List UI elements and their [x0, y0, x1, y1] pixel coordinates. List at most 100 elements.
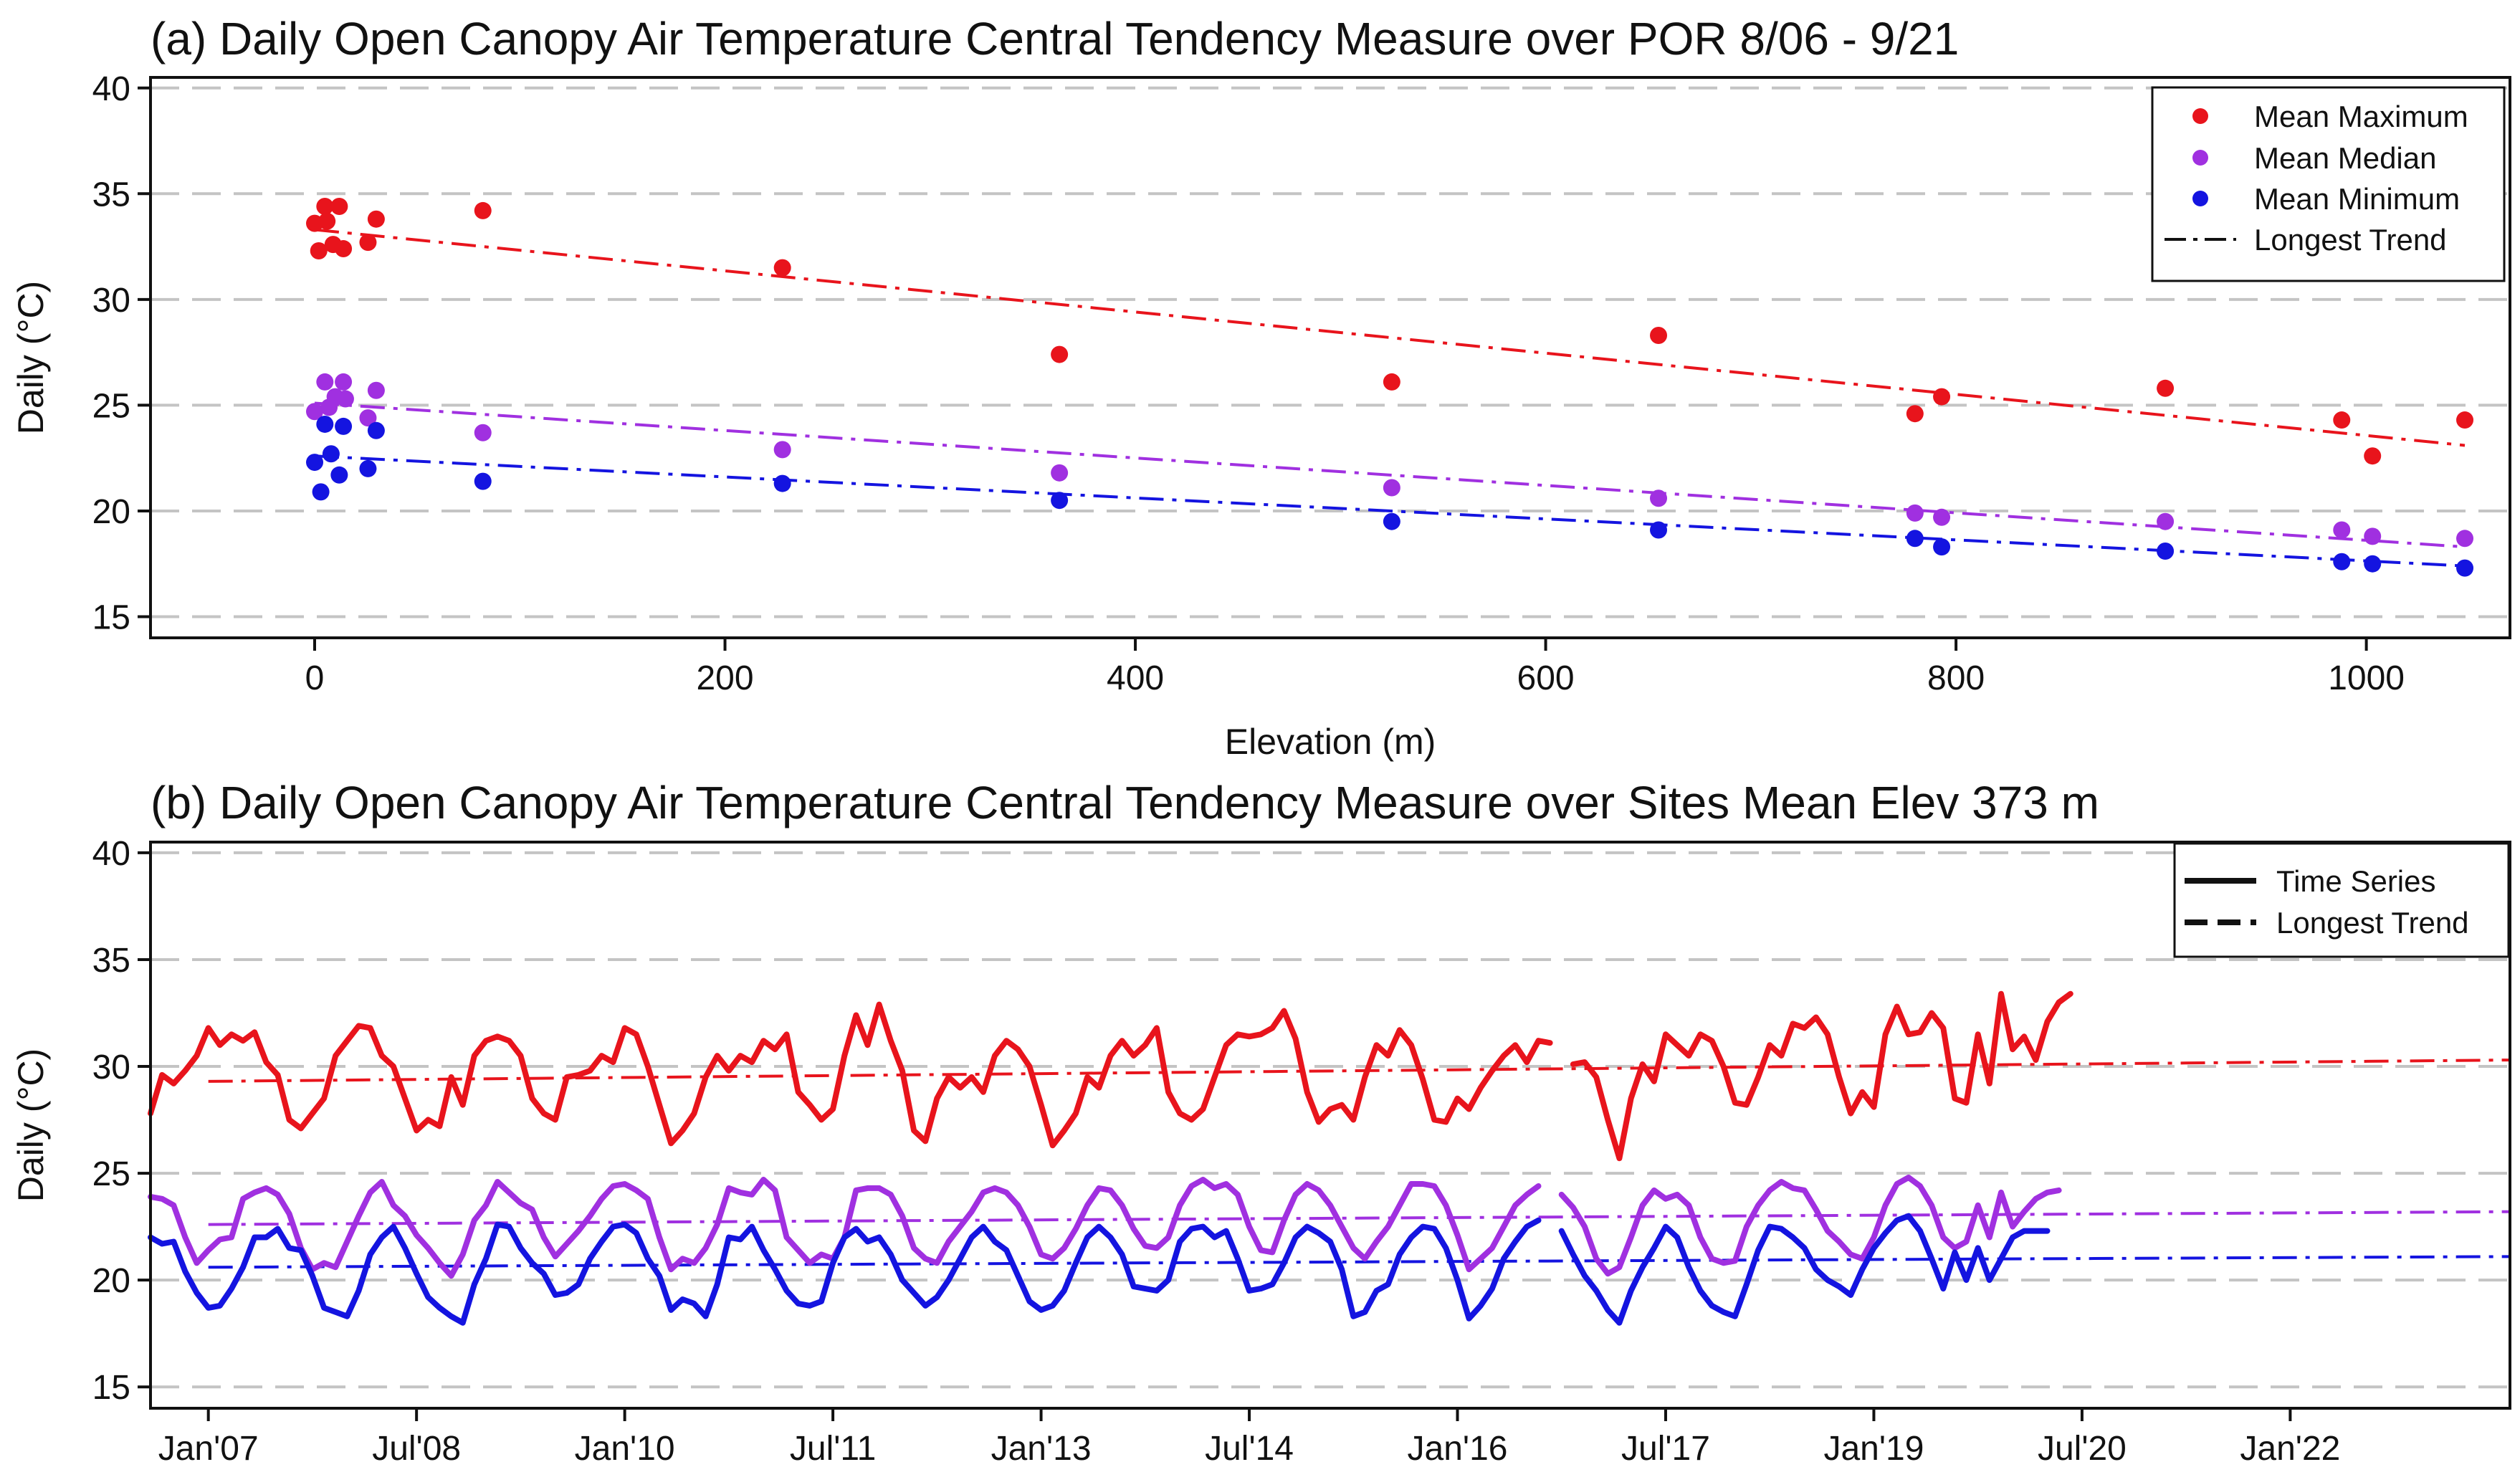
y-tick-label: 15 — [92, 1369, 130, 1407]
data-point — [1650, 521, 1668, 539]
x-tick-label: Jul'11 — [790, 1430, 876, 1462]
y-tick-label: 30 — [92, 1048, 130, 1086]
panel-b-legend-box — [2173, 842, 2510, 958]
data-point — [1933, 388, 1951, 406]
legend-max-marker — [2192, 108, 2208, 124]
legend-median-label: Mean Median — [2254, 141, 2436, 175]
panel-b-grid — [151, 851, 2510, 1389]
data-point — [306, 454, 324, 472]
x-tick-label: Jul'20 — [2038, 1430, 2127, 1462]
x-tick-label: 400 — [1107, 659, 1164, 697]
data-point — [335, 373, 353, 391]
data-point — [1650, 327, 1668, 345]
data-point — [359, 234, 377, 252]
series-line — [148, 990, 2073, 1162]
x-tick-label: Jan'19 — [1823, 1430, 1924, 1462]
data-point — [1383, 373, 1400, 391]
panel-a-trend-lines — [314, 228, 2466, 568]
y-tick-label: 20 — [92, 1262, 130, 1300]
panel-b-trend-lines — [208, 1059, 2511, 1269]
panel-a-frame — [149, 76, 2511, 639]
legend-b-trend-label: Longest Trend — [2276, 906, 2469, 940]
y-tick-label: 20 — [92, 493, 130, 531]
data-point — [2364, 447, 2382, 465]
x-tick-label: Jul'14 — [1205, 1430, 1294, 1462]
data-point — [1933, 538, 1951, 556]
panel-b-x-ticks: Jan'07 Jul'08 Jan'10 Jul'11 Jan'13 Jul'14 Jan'… — [158, 1408, 2340, 1462]
data-point — [316, 415, 334, 433]
data-point — [2157, 512, 2175, 530]
panel-a-title: (a) Daily Open Canopy Air Temperature Ce… — [151, 13, 1959, 64]
data-point — [1051, 492, 1069, 510]
data-point — [1906, 405, 1924, 423]
panel-a-y-axis-title: Daily (°C) — [11, 281, 51, 434]
x-tick-label: Jul'17 — [1621, 1430, 1710, 1462]
data-point — [367, 381, 385, 399]
data-point — [474, 201, 492, 219]
data-point — [330, 198, 348, 216]
y-tick-label: 30 — [92, 282, 130, 320]
y-tick-label: 40 — [92, 835, 130, 873]
data-point — [2333, 553, 2351, 570]
data-point — [1906, 530, 1924, 548]
data-point — [330, 466, 348, 484]
panel-a-x-axis-title: Elevation (m) — [1225, 722, 1436, 762]
data-point — [1650, 489, 1668, 507]
legend-time-series-label: Time Series — [2276, 864, 2436, 898]
panel-b-y-axis-title: Daily (°C) — [11, 1048, 51, 1202]
data-point — [1933, 508, 1951, 526]
y-tick-label: 25 — [92, 1155, 130, 1193]
x-tick-label: Jan'22 — [2240, 1430, 2340, 1462]
data-point — [773, 259, 791, 277]
trend-line — [208, 1210, 2511, 1226]
data-point — [318, 212, 336, 230]
data-point — [1051, 464, 1069, 482]
legend-median-marker — [2192, 150, 2208, 166]
x-tick-label: 0 — [305, 659, 325, 697]
y-tick-label: 35 — [92, 942, 130, 980]
data-point — [359, 459, 377, 477]
data-point — [359, 409, 377, 427]
x-tick-label: 800 — [1927, 659, 1985, 697]
data-point — [773, 474, 791, 492]
x-tick-label: 1000 — [2328, 659, 2405, 697]
series-line — [148, 1213, 2051, 1326]
trend-line — [314, 228, 2466, 447]
trend-line — [314, 401, 2466, 549]
panel-b-series-lines — [148, 990, 2073, 1326]
data-point — [2333, 521, 2351, 539]
trend-line — [208, 1059, 2511, 1083]
data-point — [336, 390, 354, 408]
data-point — [773, 441, 791, 459]
data-point — [306, 403, 324, 421]
trend-line — [314, 454, 2466, 568]
x-tick-label: Jul'08 — [372, 1430, 461, 1462]
panel-a-plot: 15 20 25 30 35 40 0 200 400 600 800 1000 — [92, 70, 2511, 697]
data-point — [310, 242, 328, 259]
data-point — [316, 373, 334, 391]
data-point — [2456, 559, 2474, 577]
panel-a-legend: Mean Maximum Mean Median Mean Minimum Lo… — [2151, 86, 2506, 282]
legend-min-label: Mean Minimum — [2254, 182, 2460, 216]
x-tick-label: Jan'10 — [575, 1430, 675, 1462]
panel-b-y-ticks: 15 20 25 30 35 40 — [92, 835, 151, 1407]
data-point — [335, 417, 353, 435]
data-point — [367, 421, 385, 439]
panel-a-legend-box — [2151, 86, 2506, 282]
data-point — [474, 472, 492, 490]
panel-b-legend: Time Series Longest Trend — [2173, 842, 2510, 958]
data-point — [1051, 345, 1069, 363]
data-point — [474, 424, 492, 441]
panel-b-title: (b) Daily Open Canopy Air Temperature Ce… — [151, 777, 2099, 828]
data-point — [322, 445, 340, 463]
legend-max-label: Mean Maximum — [2254, 100, 2468, 133]
x-tick-label: 200 — [696, 659, 753, 697]
data-point — [2364, 527, 2382, 545]
data-point — [2456, 411, 2474, 429]
data-point — [1383, 479, 1400, 497]
panel-a-grid — [151, 86, 2510, 618]
panel-a-points — [306, 198, 2474, 577]
data-point — [2157, 379, 2175, 397]
data-point — [335, 240, 353, 258]
